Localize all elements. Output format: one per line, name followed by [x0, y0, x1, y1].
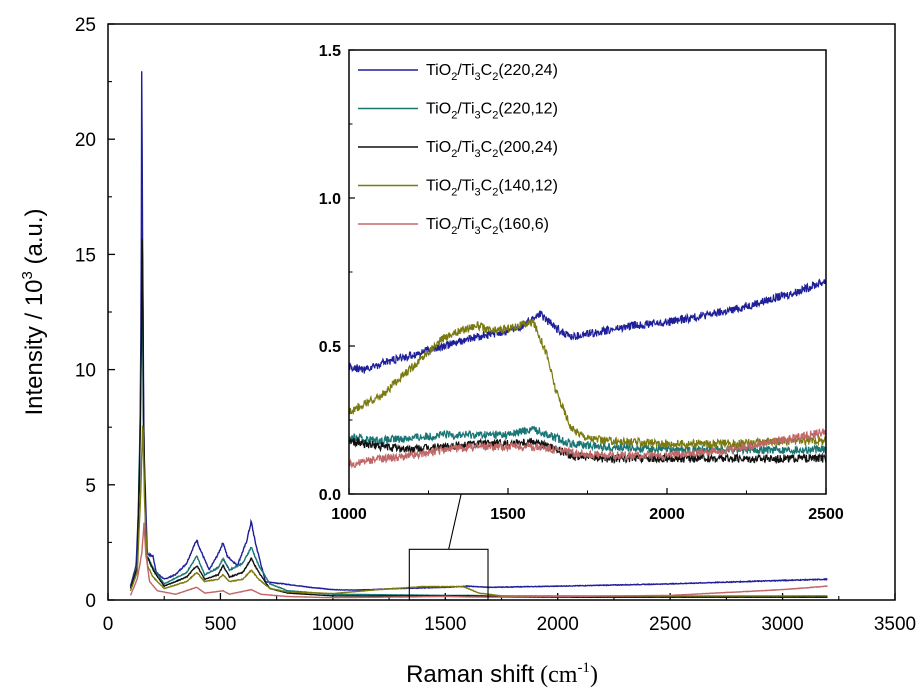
legend: TiO2/Ti3C2(220,24) TiO2/Ti3C2(220,12) TiO2…	[358, 62, 558, 237]
main-series	[129, 71, 828, 599]
x-tick-label: 2000	[537, 614, 579, 635]
inset-series-line	[348, 428, 827, 469]
inset-x-tick-label: 1500	[490, 506, 526, 523]
legend-label: TiO2/Ti3C2(200,24)	[426, 139, 558, 160]
inset-ticks: 1000 1500 2000 2500 0.0 0.5 1.0 1.5	[319, 43, 844, 523]
y-tick-label: 5	[85, 476, 96, 497]
y-tick-label: 20	[75, 130, 96, 151]
main-series-line	[129, 71, 828, 591]
main-series-line	[129, 238, 828, 599]
legend-label: TiO2/Ti3C2(140,12)	[426, 178, 558, 199]
legend-label: TiO2/Ti3C2(220,12)	[426, 101, 558, 122]
main-series-line	[129, 425, 828, 597]
inset-y-tick-label: 0.5	[319, 339, 341, 356]
inset-y-tick-label: 0.0	[319, 487, 341, 504]
x-tick-label: 3500	[874, 614, 916, 635]
y-tick-label: 0	[85, 591, 96, 612]
inset-x-tick-label: 2000	[649, 506, 685, 523]
y-tick-label: 10	[75, 361, 96, 382]
legend-label: TiO2/Ti3C2(220,24)	[426, 62, 558, 83]
inset-x-tick-label: 1000	[331, 506, 367, 523]
inset-x-tick-label: 2500	[808, 506, 844, 523]
x-tick-label: 1000	[312, 614, 354, 635]
y-tick-label: 25	[75, 15, 96, 36]
x-tick-label: 1500	[424, 614, 466, 635]
inset-background	[349, 50, 826, 494]
inset-y-tick-label: 1.5	[319, 43, 341, 60]
legend-label: TiO2/Ti3C2(160,6)	[426, 216, 549, 237]
inset-series	[348, 278, 827, 469]
x-axis-title: Raman shift (cm-1)	[406, 660, 598, 688]
x-tick-label: 500	[205, 614, 237, 635]
x-tick-label: 2500	[649, 614, 691, 635]
x-tick-label: 3000	[761, 614, 803, 635]
inset-series-line	[348, 318, 827, 450]
inset-series-line	[348, 278, 827, 374]
x-tick-label: 0	[103, 614, 114, 635]
main-ticks: 0 500 1000 1500 2000 2500 3000 3500 0 5 10 15 20 25	[75, 15, 916, 635]
inset-series-line	[348, 425, 827, 456]
inset-series-line	[348, 437, 827, 465]
y-axis-title: Intensity / 103 (a.u.)	[19, 208, 48, 415]
main-series-line	[129, 522, 828, 599]
y-tick-label: 15	[75, 245, 96, 266]
inset-y-tick-label: 1.0	[319, 191, 341, 208]
